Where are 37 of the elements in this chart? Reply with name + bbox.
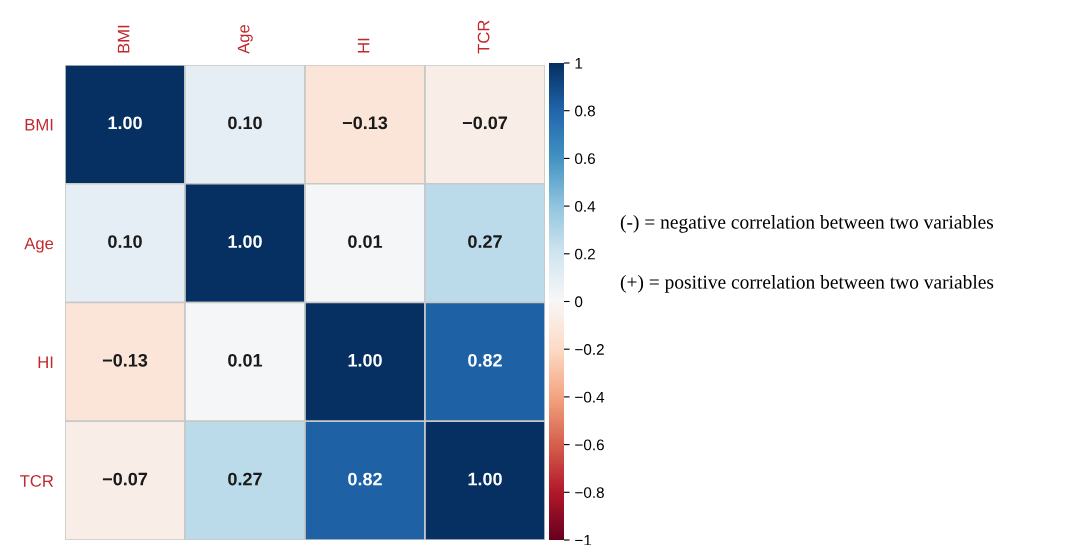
data-label: 1.00 [348, 353, 382, 367]
color-bar-label: −1 [575, 535, 592, 545]
color-bar-label: −0.2 [575, 344, 604, 355]
data-label: 0.10 [228, 116, 262, 130]
y-tick-label: Age [24, 237, 54, 253]
color-bar-label: −0.4 [575, 391, 605, 403]
data-label: −0.07 [102, 472, 148, 486]
y-tick-label: BMI [25, 118, 53, 131]
data-label: 1.00 [468, 472, 502, 486]
text: (+) = positive correlation between two variables [620, 275, 994, 293]
data-label: 1.00 [108, 116, 142, 130]
y-tick-label: TCR [20, 475, 54, 487]
color-bar-label: −0.8 [575, 487, 604, 498]
x-tick-label: HI [357, 38, 370, 53]
x-tick-label: BMI [117, 25, 130, 53]
data-label: 0.27 [468, 235, 502, 248]
y-tick-label: HI [38, 356, 53, 368]
data-label: 0.10 [108, 235, 142, 248]
color-bar-label: −0.6 [575, 439, 604, 451]
color-bar-label: 0.6 [575, 153, 595, 165]
data-label: −0.07 [462, 116, 508, 130]
color-bar-label: 0.4 [575, 200, 596, 212]
x-tick-label: TCR [477, 20, 490, 54]
data-label: 0.82 [468, 353, 502, 367]
color-bar-label: 0.2 [575, 248, 595, 260]
data-label: 1.00 [228, 235, 262, 248]
color-bar-label: 1 [575, 58, 583, 69]
data-label: 0.01 [228, 353, 263, 367]
data-label: 0.01 [348, 235, 383, 248]
color-bar-label: 0 [575, 296, 583, 308]
data-label: 0.82 [348, 472, 382, 486]
data-label: 0.27 [228, 472, 262, 486]
x-tick-label: Age [237, 24, 253, 54]
color-bar-label: 0.8 [575, 105, 595, 117]
data-label: −0.13 [342, 116, 388, 130]
data-label: −0.13 [102, 353, 148, 367]
text: (-) = negative correlation between two variables [620, 215, 994, 233]
